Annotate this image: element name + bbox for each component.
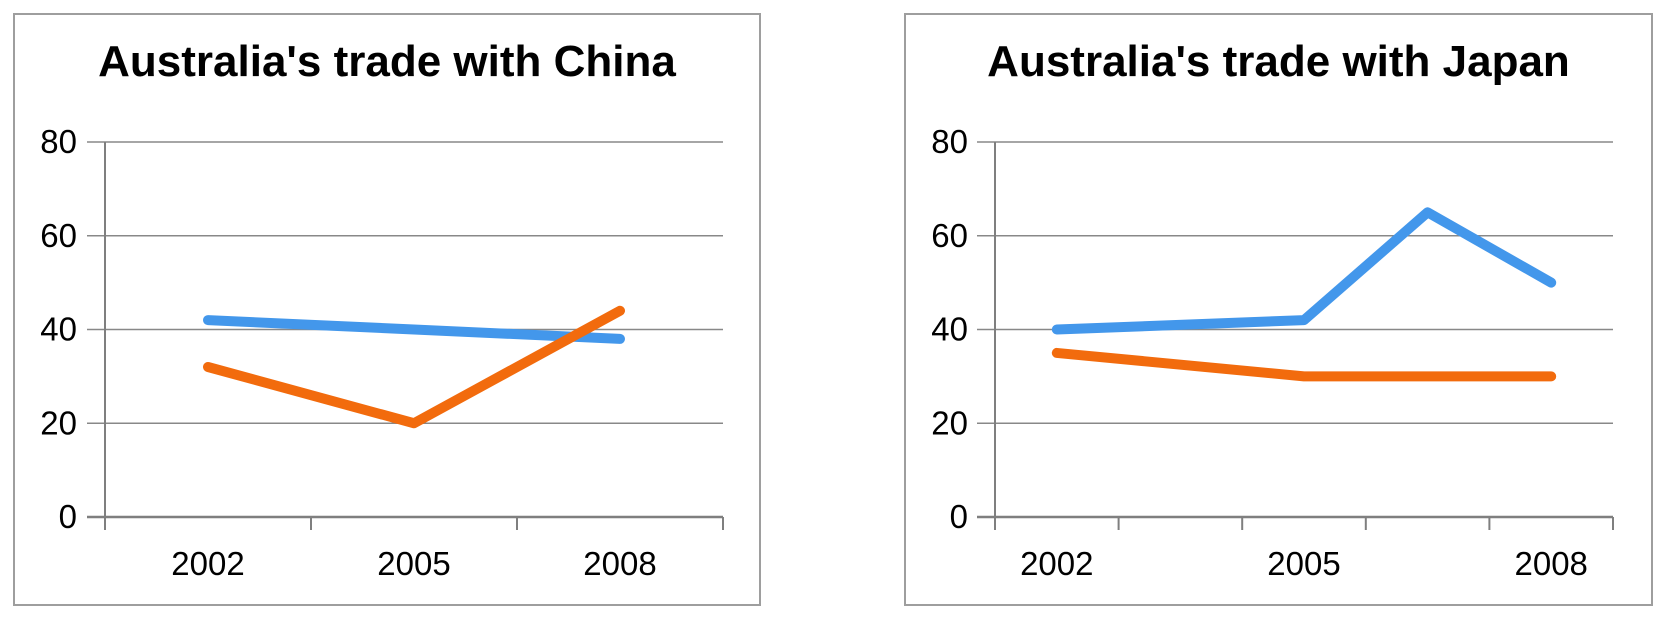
chart-title-china: Australia's trade with China: [98, 37, 676, 86]
y-tick-label: 0: [59, 498, 77, 535]
y-tick-label: 60: [931, 217, 968, 254]
x-tick-label: 2005: [1267, 545, 1340, 582]
y-tick-label: 20: [931, 404, 968, 441]
x-tick-label: 2008: [1514, 545, 1587, 582]
x-tick-label: 2005: [377, 545, 450, 582]
orange-series-line: [1051, 347, 1557, 382]
y-tick-label: 40: [40, 311, 77, 348]
chart-panel-china: Australia's trade with China 0 20 40 60 80 20…: [13, 13, 761, 606]
y-tick-label: 20: [40, 404, 77, 441]
blue-series-line: [203, 315, 625, 344]
y-tick-label: 40: [931, 311, 968, 348]
y-tick-label: 80: [40, 123, 77, 160]
x-tick-label: 2008: [583, 545, 656, 582]
line-chart-japan: 0 20 40 60 80 2002 2005 2008: [931, 123, 1614, 582]
x-tick-label: 2002: [1020, 545, 1093, 582]
x-tick-label: 2002: [171, 545, 244, 582]
y-tick-label: 60: [40, 217, 77, 254]
y-tick-label: 0: [950, 498, 968, 535]
orange-series-line: [203, 305, 625, 429]
chart-panel-japan: Australia's trade with Japan 0 20 40 60 80 20…: [904, 13, 1653, 606]
line-chart-china: 0 20 40 60 80 2002 2005 2008: [40, 123, 724, 582]
chart-title-japan: Australia's trade with Japan: [987, 37, 1570, 86]
y-tick-label: 80: [931, 123, 968, 160]
blue-series-line: [1051, 207, 1557, 335]
